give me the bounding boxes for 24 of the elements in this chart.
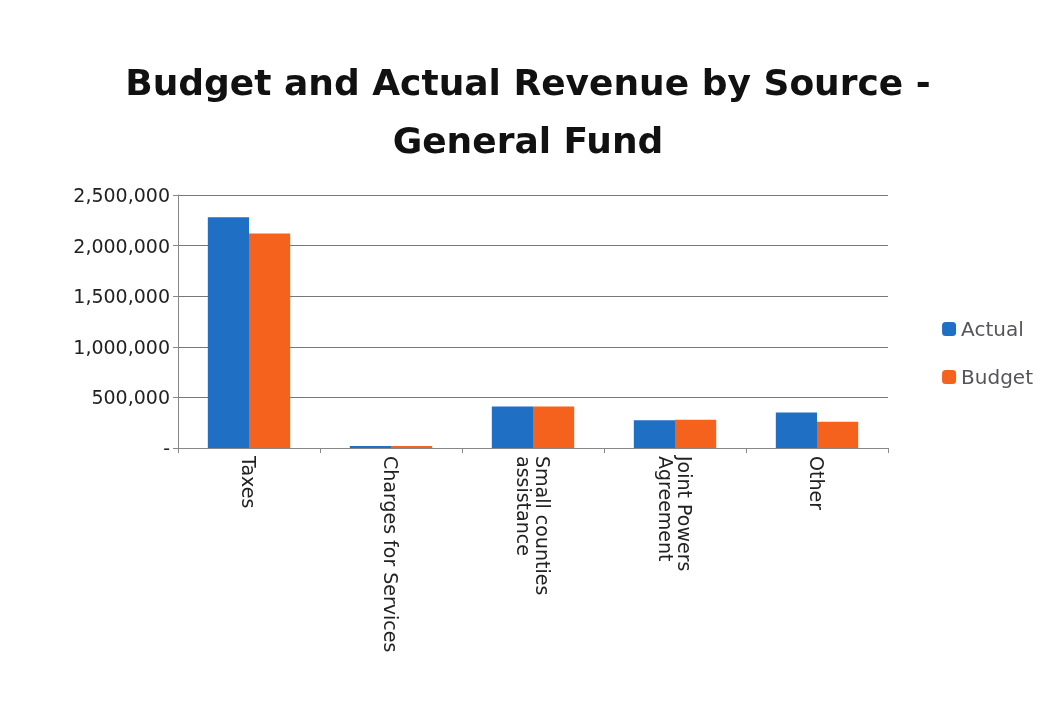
bar	[207, 217, 249, 448]
y-tick-label: 2,500,000	[73, 184, 170, 206]
x-tick-label: Small counties assistance	[512, 456, 554, 602]
x-tick-label: Other	[806, 456, 828, 511]
bar	[491, 406, 533, 448]
y-tick-label: 1,500,000	[73, 285, 170, 308]
bar	[817, 421, 859, 448]
y-tick-label: 500,000	[91, 386, 170, 409]
chart-title: Budget and Actual Revenue by Source - General Fund	[125, 61, 931, 161]
bar	[533, 406, 575, 448]
bar	[675, 419, 717, 448]
bar	[633, 420, 675, 448]
y-tick-label: -	[163, 437, 170, 459]
x-tick-label: Taxes	[238, 455, 260, 509]
y-tick-label: 1,000,000	[73, 335, 170, 358]
bar	[349, 445, 391, 448]
x-tick-label: Joint Powers Agreement	[654, 455, 696, 578]
legend-label: Actual	[961, 317, 1024, 341]
legend-label: Budget	[961, 365, 1034, 389]
y-tick-label: 2,000,000	[73, 234, 170, 257]
bar	[249, 233, 291, 448]
x-tick-label: Charges for Services	[380, 456, 402, 653]
bar	[391, 445, 433, 448]
bar	[775, 412, 817, 448]
